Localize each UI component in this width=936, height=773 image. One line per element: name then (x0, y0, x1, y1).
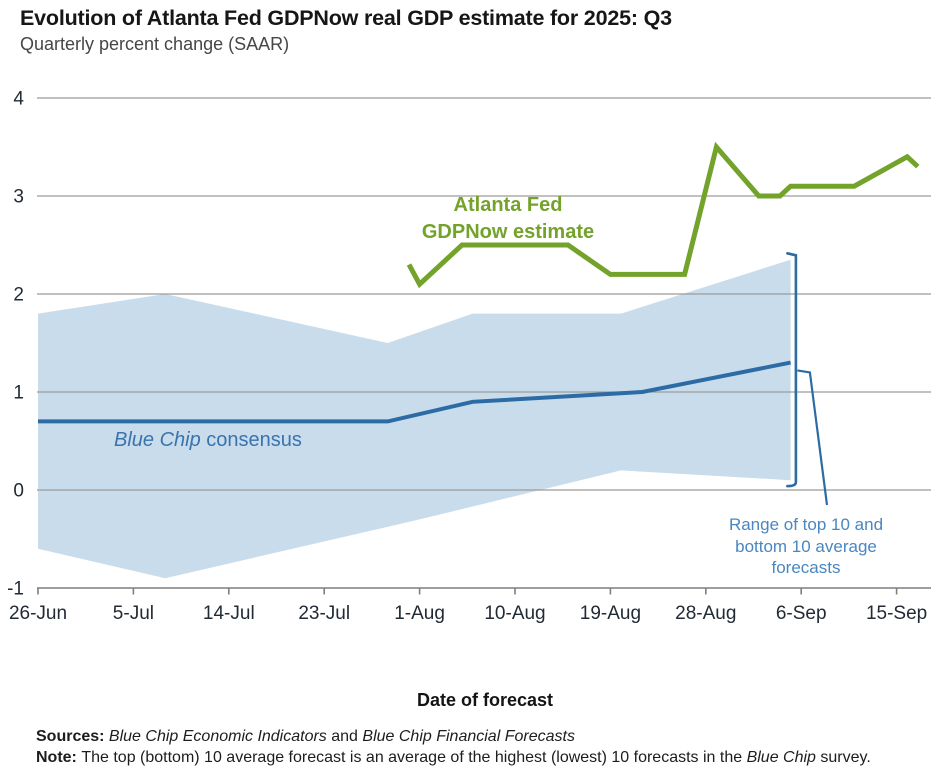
y-tick-label: 1 (13, 383, 24, 404)
x-tick-label: 23-Jul (298, 603, 350, 624)
y-tick-label: 2 (13, 285, 24, 306)
source-2: Blue Chip Financial Forecasts (362, 728, 575, 745)
x-tick-label: 1-Aug (394, 603, 445, 624)
footer-sources-line: Sources: Blue Chip Economic Indicators a… (36, 727, 871, 748)
footer-note-line: Note: The top (bottom) 10 average foreca… (36, 748, 871, 769)
y-tick-label: -1 (7, 579, 24, 600)
chart-title: Evolution of Atlanta Fed GDPNow real GDP… (20, 6, 672, 30)
y-tick-label: 3 (13, 187, 24, 208)
y-tick-label: 4 (13, 89, 24, 110)
x-tick-label: 10-Aug (484, 603, 545, 624)
consensus-line (38, 360, 791, 424)
y-tick-label: 0 (13, 481, 24, 502)
sources-label: Sources: (36, 728, 109, 745)
gdpnow-line (406, 141, 920, 289)
x-tick-label: 19-Aug (580, 603, 641, 624)
chart-subtitle: Quarterly percent change (SAAR) (20, 34, 290, 54)
x-tick-label: 14-Jul (203, 603, 255, 624)
note-label: Note: (36, 748, 82, 766)
blue-chip-consensus-label: Blue Chip consensus (114, 429, 302, 452)
x-tick-label: 28-Aug (675, 603, 736, 624)
x-tick-label: 15-Sep (866, 603, 927, 624)
consensus-label-italic: Blue Chip (114, 429, 201, 451)
x-tick-label: 26-Jun (9, 603, 67, 624)
annotation-leader-line (797, 369, 829, 506)
x-tick-label: 5-Jul (113, 603, 154, 624)
consensus-label-rest: consensus (200, 429, 302, 451)
source-1: Blue Chip Economic Indicators (108, 728, 327, 745)
range-bracket (786, 252, 798, 488)
note-italic: Blue Chip (746, 748, 816, 766)
sources-and: and (326, 728, 363, 745)
x-tick-label: 6-Sep (776, 603, 827, 624)
note-text-2: survey. (815, 748, 871, 766)
x-axis-title: Date of forecast (416, 690, 554, 710)
note-text-1: The top (bottom) 10 average forecast is … (81, 748, 747, 766)
range-annotation-label: Range of top 10 and bottom 10 average fo… (728, 515, 884, 577)
chart-footer: Sources: Blue Chip Economic Indicators a… (36, 727, 871, 768)
gdpnow-series-label: Atlanta Fed GDPNow estimate (421, 194, 595, 243)
forecast-range-band (38, 259, 791, 579)
